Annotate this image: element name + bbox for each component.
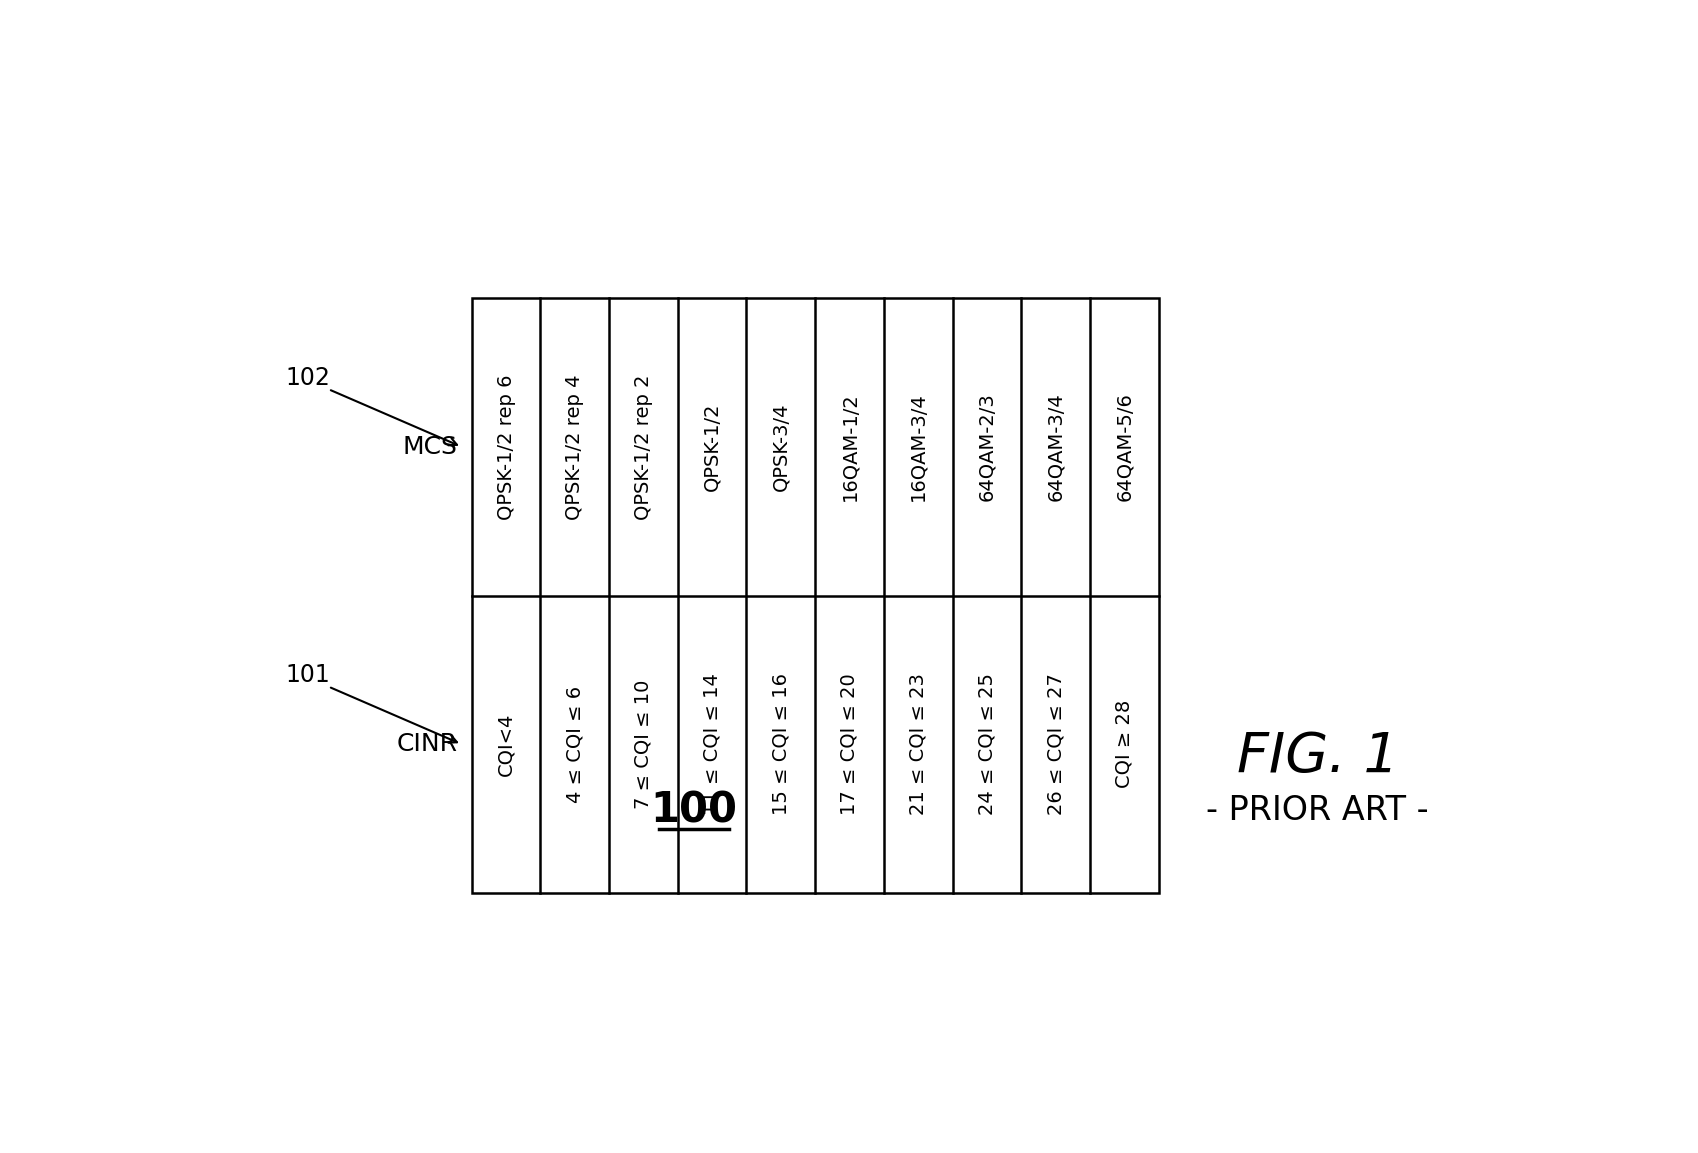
Text: 26 ≤ CQI ≤ 27: 26 ≤ CQI ≤ 27 [1046, 673, 1065, 815]
Text: QPSK-1/2 rep 6: QPSK-1/2 rep 6 [496, 374, 514, 520]
Text: 15 ≤ CQI ≤ 16: 15 ≤ CQI ≤ 16 [771, 673, 790, 815]
Text: 24 ≤ CQI ≤ 25: 24 ≤ CQI ≤ 25 [976, 673, 995, 815]
Text: QPSK-1/2 rep 4: QPSK-1/2 rep 4 [565, 374, 584, 520]
Text: 17 ≤ CQI ≤ 20: 17 ≤ CQI ≤ 20 [839, 673, 859, 815]
Text: 100: 100 [650, 790, 737, 831]
Text: 64QAM-2/3: 64QAM-2/3 [976, 392, 995, 502]
Text: 4 ≤ CQI ≤ 6: 4 ≤ CQI ≤ 6 [565, 686, 584, 802]
Text: - PRIOR ART -: - PRIOR ART - [1206, 794, 1428, 827]
Text: 11 ≤ CQI ≤ 14: 11 ≤ CQI ≤ 14 [703, 673, 722, 815]
Text: CINR: CINR [397, 732, 457, 756]
Text: 64QAM-3/4: 64QAM-3/4 [1046, 392, 1065, 502]
Text: CQI ≥ 28: CQI ≥ 28 [1114, 700, 1133, 789]
Text: 64QAM-5/6: 64QAM-5/6 [1114, 392, 1133, 502]
Text: 7 ≤ CQI ≤ 10: 7 ≤ CQI ≤ 10 [633, 679, 652, 809]
Text: MCS: MCS [402, 435, 457, 459]
Text: 101: 101 [285, 663, 331, 687]
Text: 16QAM-3/4: 16QAM-3/4 [908, 392, 927, 502]
Text: CQI<4: CQI<4 [496, 713, 514, 776]
Text: 16QAM-1/2: 16QAM-1/2 [839, 392, 859, 502]
Bar [472, 299, 1158, 894]
Text: FIG. 1: FIG. 1 [1236, 730, 1397, 783]
Text: QPSK-3/4: QPSK-3/4 [771, 402, 790, 491]
Text: QPSK-1/2 rep 2: QPSK-1/2 rep 2 [633, 374, 652, 520]
Text: 21 ≤ CQI ≤ 23: 21 ≤ CQI ≤ 23 [908, 673, 927, 815]
Text: 102: 102 [285, 366, 331, 390]
Text: QPSK-1/2: QPSK-1/2 [703, 402, 722, 491]
